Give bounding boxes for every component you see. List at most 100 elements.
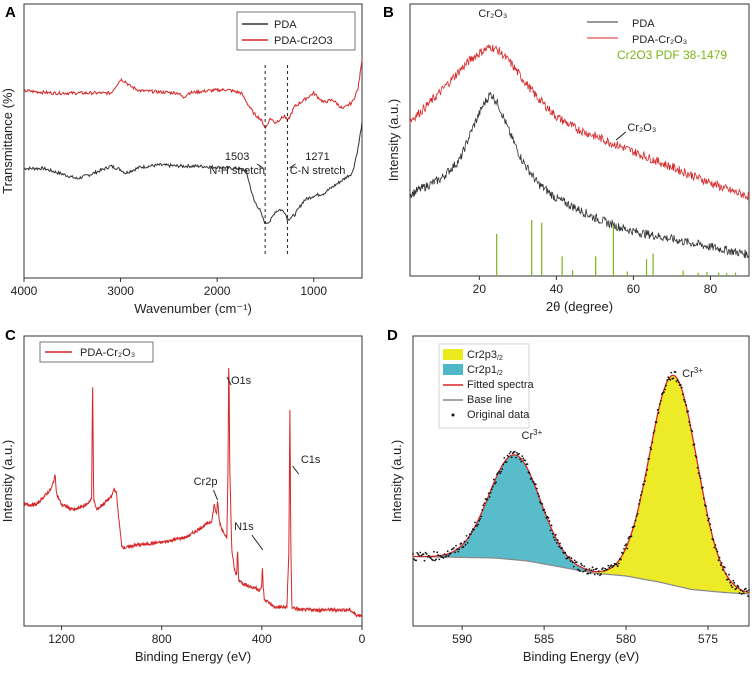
chart-c-y-axis-title: Intensity (a.u.) [0,440,15,522]
chart-d-data-point [633,525,636,528]
chart-d-data-point [666,379,668,381]
chart-d-data-point [497,472,499,474]
chart-d-data-point [596,573,599,575]
chart-a-annotation-1271-label: C-N stretch [290,165,346,177]
chart-d-data-point [652,432,655,434]
chart-d-data-point [583,565,586,568]
chart-d-data-point [521,455,524,457]
chart-d-data-point [611,566,614,568]
chart-d-data-point [744,587,747,590]
chart-d-data-point [416,552,419,554]
chart-d-data-point [591,566,594,569]
chart-d-data-point [445,554,448,557]
chart-b-legend-entry-0: PDA [632,18,655,30]
panel-label-b: B [383,4,394,21]
chart-d-x-tick-label-3: 575 [698,632,718,646]
chart-a-x-axis-title: Wavenumber (cm⁻¹) [134,301,252,316]
chart-d-baseline [413,555,750,595]
chart-a-annotation-1503-value: 1503 [225,151,249,163]
chart-d-data-point [477,523,479,526]
chart-d-data-point [648,458,651,460]
chart-a-y-axis-title: Transmittance (%) [0,88,15,194]
chart-d-data-point [486,498,489,501]
chart-d-data-point [663,391,665,393]
chart-d-data-point [620,558,622,561]
chart-d-data-point [580,562,582,565]
chart-d-data-point [442,557,445,559]
chart-c-annotation-c1s: C1s [301,454,321,466]
chart-d-data-point [713,546,716,549]
chart-d-original-data [412,370,750,597]
chart-d-data-point [503,457,506,459]
chart-d-data-point [723,566,726,569]
chart-d-data-point [481,509,484,511]
chart-d-data-point [588,568,591,570]
chart-d-data-point [467,536,470,539]
chart-d-data-point [735,587,738,590]
chart-b-x-tick-label-0: 20 [473,282,487,296]
chart-d-data-point [427,554,430,557]
chart-d-data-point [505,461,508,463]
chart-d-data-point [473,528,475,531]
chart-d-data-point [573,559,576,562]
chart-c-x-tick-label-3: 0 [359,632,366,646]
chart-d-data-point [680,386,683,389]
chart-d-data-point [603,570,605,572]
chart-d-data-point [487,492,490,495]
chart-d-data-point [426,555,429,558]
chart-d-data-point [419,551,422,554]
chart-c-annotation-n1s: N1s [234,521,254,533]
chart-d-data-point [672,377,675,380]
chart-c-annotation-o1s: O1s [231,375,252,387]
chart-a-series-pda-cr2o3 [23,59,363,129]
chart-d-data-point [665,384,667,387]
chart-d-data-point [453,547,455,549]
chart-d-data-point [547,517,550,519]
chart-d-data-point [474,521,476,524]
chart-d-fitted-curve [413,374,750,594]
chart-d-data-point [412,553,414,555]
chart-d-data-point [674,371,677,373]
chart-d-data-point [494,482,496,485]
chart-d-legend-entry-4: Original data [467,409,530,421]
chart-d-data-point [519,458,521,461]
chart-d-data-point [737,585,740,588]
chart-d-data-point [570,557,573,559]
chart-d-legend-entry-1: Cr2p1/2 [467,364,503,377]
chart-d-legend-entry-0-main: Cr2p3 [467,349,497,361]
chart-d-data-point [695,456,698,458]
chart-d-data-point [702,497,705,500]
chart-c-frame [23,335,363,627]
chart-c-x-tick-label-1: 800 [152,632,172,646]
chart-d-legend-swatch-1 [443,364,463,375]
chart-d-data-point [488,496,491,498]
chart-d-data-point [585,568,588,571]
chart-d-data-point [718,556,721,559]
chart-d-data-point [708,517,710,520]
chart-d-data-point [617,562,620,565]
chart-d-data-point [418,554,421,557]
chart-d-data-point [623,548,625,550]
chart-d-data-point [528,472,531,475]
chart-d-data-point [747,595,749,597]
chart-d-legend-swatch-0 [443,349,463,360]
chart-d-data-point [520,460,523,463]
panel-label-c: C [5,327,16,344]
chart-c-annotation-o1s-arrow [226,376,232,386]
chart-d-data-point [424,551,427,554]
chart-d-data-point [476,525,478,527]
chart-d-data-point [534,483,537,486]
chart-a-legend-entry-1: PDA-Cr2O3 [274,35,333,47]
chart-a-x-tick-label-1: 3000 [107,284,134,298]
chart-d-data-point [667,376,670,379]
chart-d-data-point [423,559,426,562]
chart-d-data-point [705,505,707,508]
chart-d-data-point [478,519,481,522]
chart-d-data-point [584,569,587,572]
chart-d-data-point [693,443,696,446]
chart-d-data-point [634,519,637,522]
chart-d-data-point [699,477,702,480]
chart-d-data-point [501,468,504,471]
chart-d-data-point [627,537,630,540]
chart-d-data-point [415,559,418,562]
